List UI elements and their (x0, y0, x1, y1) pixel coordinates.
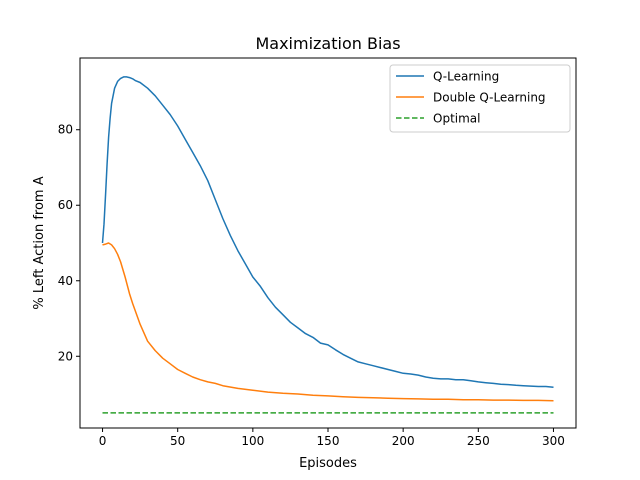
legend-box (389, 64, 571, 133)
x-tick-label: 50 (170, 434, 185, 448)
x-tick-label: 300 (542, 434, 565, 448)
legend: Q-Learning Double Q-Learning Optimal (389, 64, 571, 133)
series-line-0 (101, 76, 554, 388)
y-tick-label: 80 (58, 123, 73, 137)
series-line-1 (102, 242, 554, 402)
y-tick-label: 60 (58, 198, 73, 212)
x-tick-label: 150 (317, 434, 340, 448)
y-tick-label: 20 (58, 349, 73, 363)
legend-label: Optimal (433, 112, 480, 126)
legend-label: Q-Learning (433, 70, 499, 84)
x-tick-label: 250 (467, 434, 490, 448)
x-tick-label: 0 (99, 434, 107, 448)
y-axis-label: % Left Action from A (32, 176, 47, 309)
chart-title: Maximization Bias (255, 34, 400, 53)
x-axis-label: Episodes (299, 456, 357, 471)
series-lines (101, 76, 554, 414)
y-tick-label: 40 (58, 274, 73, 288)
x-tick-label: 200 (392, 434, 415, 448)
x-tick-label: 100 (241, 434, 264, 448)
axis-ticks: 0 50 100 150 200 250 300 20 40 60 80 (58, 123, 565, 448)
legend-label: Double Q-Learning (433, 91, 546, 105)
